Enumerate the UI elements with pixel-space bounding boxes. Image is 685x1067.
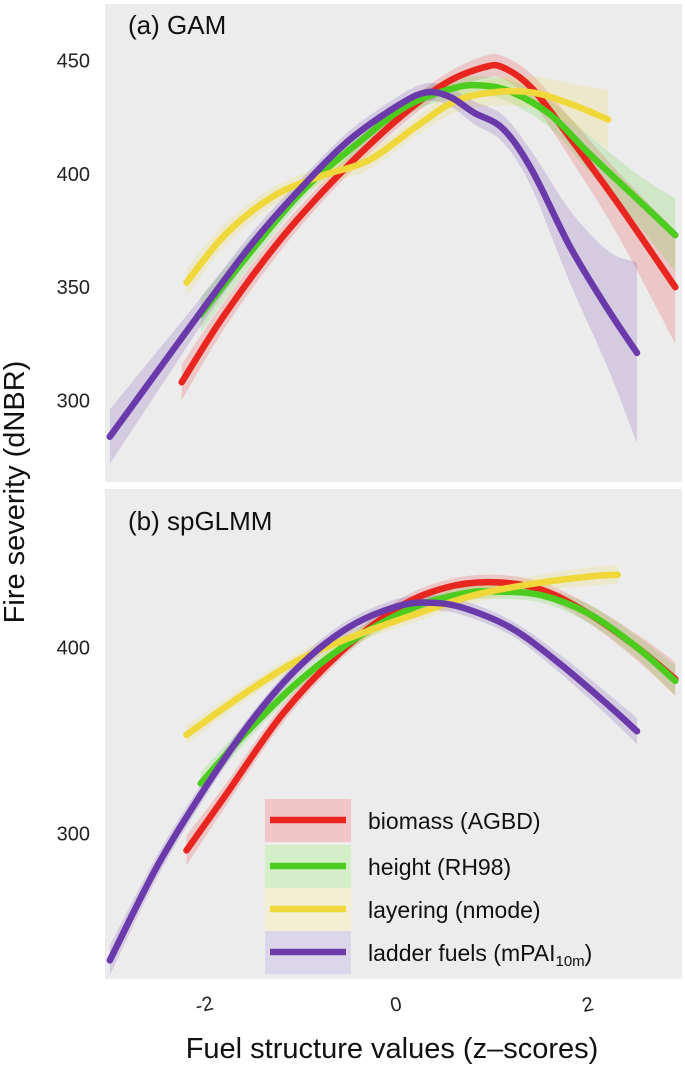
x-tick-label-2: 2 (580, 993, 595, 1017)
legend-label-ladder-suffix: ) (585, 940, 593, 966)
y-tick-label-spglmm-300: 300 (57, 824, 90, 846)
legend: biomass (AGBD) height (RH98) layering (n… (265, 799, 592, 974)
panel-spglmm-confidence-bands (109, 565, 676, 976)
panel-gam-title: (a) GAM (128, 10, 226, 40)
legend-label-ladder-subscript: 10m (555, 953, 584, 970)
panel-gam-confidence-bands (109, 53, 676, 464)
panel-spglmm-curves (106, 571, 679, 964)
panel-spglmm-y-ticks: 300 400 (57, 637, 90, 845)
panel-gam-curves (106, 61, 679, 440)
panel-gam-y-ticks: 300 350 400 450 (57, 51, 90, 413)
curve-spglmm-layering (183, 571, 622, 739)
band-gam-height (200, 76, 676, 333)
x-tick-label--2: -2 (193, 993, 215, 1018)
panel-gam-background (105, 4, 682, 482)
x-axis-title: Fuel structure values (z–scores) (186, 1033, 599, 1065)
curve-gam-ladder (106, 88, 641, 440)
y-tick-label-gam-450: 450 (57, 51, 90, 73)
curve-gam-layering (183, 87, 612, 286)
panel-spglmm-title: (b) spGLMM (128, 506, 272, 536)
y-tick-label-gam-400: 400 (57, 164, 90, 186)
legend-label-layering: layering (nmode) (368, 897, 541, 923)
panel-gam: (a) GAM 300 350 400 450 (57, 4, 682, 482)
band-spglmm-layering (186, 565, 618, 745)
y-axis-title: Fire severity (dNBR) (0, 361, 31, 624)
y-tick-label-gam-350: 350 (57, 277, 90, 299)
legend-label-height: height (RH98) (368, 854, 511, 880)
band-spglmm-biomass (186, 574, 676, 866)
y-tick-label-gam-300: 300 (57, 390, 90, 412)
legend-label-ladder-main: ladder fuels (mPAI (368, 940, 555, 966)
legend-label-biomass: biomass (AGBD) (368, 808, 541, 834)
panel-spglmm-background (105, 489, 682, 979)
curve-spglmm-height (197, 588, 679, 787)
curve-spglmm-ladder (106, 599, 641, 964)
y-tick-label-spglmm-400: 400 (57, 637, 90, 659)
band-spglmm-height (200, 583, 676, 795)
x-tick-labels: -2 0 2 (193, 993, 595, 1018)
x-tick-label-0: 0 (388, 993, 403, 1017)
band-gam-layering (186, 76, 609, 297)
legend-label-ladder: ladder fuels (mPAI10m) (368, 940, 592, 970)
curve-gam-biomass (178, 61, 679, 386)
panel-spglmm: (b) spGLMM 300 400 biomass (AGBD) height … (57, 489, 682, 979)
